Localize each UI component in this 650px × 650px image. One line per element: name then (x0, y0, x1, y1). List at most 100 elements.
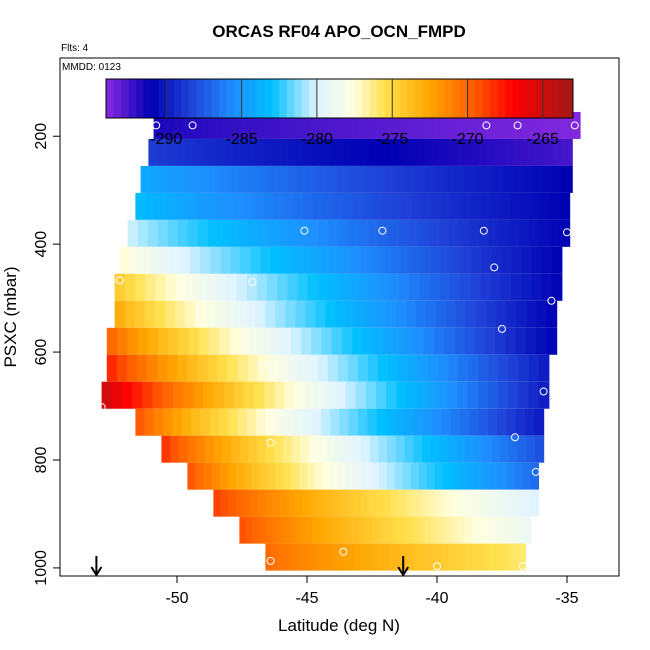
heat-cell (398, 489, 407, 517)
heat-cell (144, 408, 155, 436)
sample-point (248, 277, 257, 286)
heat-cell (209, 165, 220, 193)
heat-cell (157, 219, 169, 247)
heat-cell (153, 111, 164, 139)
heat-cell (438, 354, 449, 382)
heat-cell (441, 192, 452, 220)
heat-cell (352, 327, 363, 355)
sample-point (498, 324, 506, 333)
heat-cell (508, 381, 519, 409)
heat-cell (265, 543, 272, 571)
heat-cell (338, 273, 349, 301)
heat-cell (335, 435, 345, 463)
heat-cell (456, 138, 467, 166)
heat-cell (210, 246, 221, 274)
heat-cell (406, 381, 418, 409)
heat-cell (500, 273, 512, 301)
heat-cell (352, 192, 363, 220)
y-tick-label: 400 (33, 231, 50, 258)
heat-cell (263, 192, 275, 220)
heat-cell (223, 381, 235, 409)
heat-cell (308, 219, 320, 247)
heat-cell (287, 489, 296, 517)
heat-cell (342, 192, 354, 220)
date-annotation: MMDD: 0123 (62, 62, 121, 73)
heat-cell (265, 435, 275, 463)
colorbar-segment (467, 79, 476, 118)
heat-cell (280, 246, 292, 274)
heat-cell (449, 219, 460, 247)
colorbar-segment (497, 79, 506, 118)
heat-cell (322, 192, 334, 220)
heat-cell (486, 300, 497, 328)
heat-cell (283, 435, 293, 463)
heat-cell (348, 219, 360, 247)
heat-cell (297, 165, 308, 193)
heat-cell (234, 192, 245, 220)
heat-cell (444, 327, 455, 355)
heat-cell (405, 489, 414, 517)
heat-cell (222, 435, 232, 463)
heat-cell (338, 516, 346, 544)
heat-cell (389, 138, 400, 166)
heat-cell (411, 192, 423, 220)
heat-cell (430, 435, 440, 463)
heat-cell (407, 543, 414, 571)
heat-cell (365, 516, 373, 544)
heat-cell (385, 300, 397, 328)
colorbar-segment (143, 79, 152, 118)
heat-cell (280, 327, 292, 355)
chart-title: ORCAS RF04 APO_OCN_FMPD (212, 22, 465, 41)
heat-cell (415, 111, 426, 139)
heat-cell (427, 138, 438, 166)
heat-cell (464, 516, 472, 544)
heat-cell (457, 381, 469, 409)
heat-cell (346, 462, 356, 490)
heat-cell (237, 408, 248, 436)
heat-cell (140, 165, 152, 193)
heat-cell (404, 408, 415, 436)
heat-cell (531, 246, 543, 274)
heat-cell (378, 354, 389, 382)
heat-cell (484, 543, 491, 571)
colorbar (105, 78, 574, 119)
heat-cell (320, 408, 331, 436)
heat-cell (124, 273, 136, 301)
heat-cell (469, 408, 480, 436)
heat-cell (389, 543, 396, 571)
heat-cell (215, 300, 226, 328)
heat-cell (357, 354, 369, 382)
heat-cell (485, 138, 496, 166)
heat-cell (244, 138, 255, 166)
sample-point (513, 121, 522, 130)
heat-cell (126, 354, 138, 382)
heat-cell (534, 435, 545, 463)
colorbar-tick-label: -265 (527, 131, 559, 148)
colorbar-segment (377, 79, 386, 118)
heat-cell (291, 435, 301, 463)
heat-cell (434, 165, 446, 193)
heat-cell (376, 111, 387, 139)
heat-cell (465, 435, 475, 463)
colorbar-segment (196, 79, 205, 118)
heat-cell (493, 165, 505, 193)
heat-cell (202, 111, 213, 139)
heat-cell (560, 111, 571, 139)
heat-cell (309, 489, 318, 517)
heat-cell (395, 435, 406, 463)
heat-cell (106, 327, 118, 355)
colorbar-segment (106, 79, 115, 118)
heat-cell (380, 246, 392, 274)
colorbar-segment (565, 79, 574, 118)
heat-cell (227, 462, 236, 490)
heat-cell (170, 435, 180, 463)
heat-cell (300, 543, 308, 571)
heat-cell (487, 408, 498, 436)
y-tick-label: 600 (33, 339, 50, 366)
heat-cell (278, 219, 289, 247)
heat-cell (473, 111, 484, 139)
heat-cell (480, 273, 492, 301)
heat-cell (353, 489, 362, 517)
y-tick-label: 1000 (33, 550, 50, 586)
heat-cell (265, 516, 274, 544)
